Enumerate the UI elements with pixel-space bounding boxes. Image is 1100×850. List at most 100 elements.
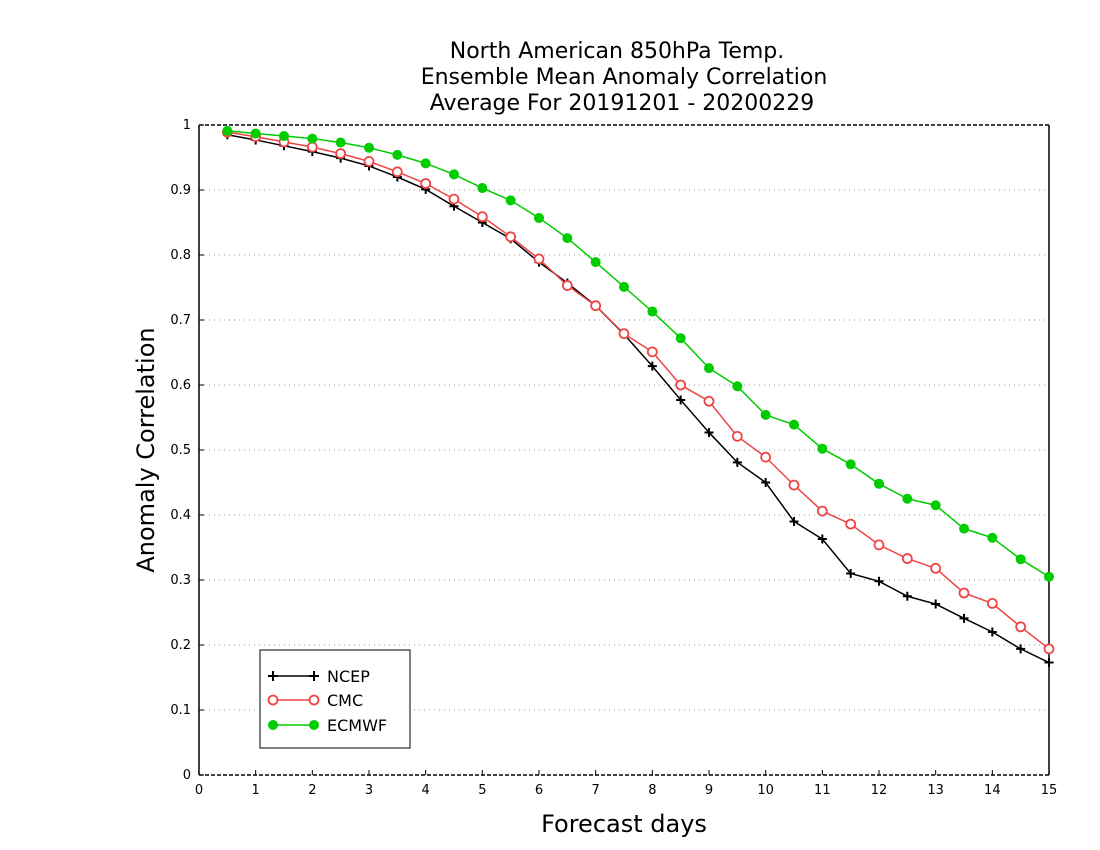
point-ecmwf-25 xyxy=(930,500,941,511)
legend-marker-cmc-2 xyxy=(308,694,320,706)
point-cmc-10 xyxy=(505,231,517,243)
axes: 00.10.20.30.40.50.60.70.80.910 1 2 3 4 5 6 7 8 9 1… xyxy=(170,118,1057,798)
point-cmc-5 xyxy=(363,155,375,167)
point-cmc-26 xyxy=(958,587,970,599)
point-cmc-19 xyxy=(760,451,772,463)
point-ecmwf-24 xyxy=(902,493,913,504)
y-tick-label-6: 0.6 xyxy=(170,378,191,393)
point-cmc-29 xyxy=(1043,643,1055,655)
point-ncep-27 xyxy=(987,627,997,637)
point-ecmwf-7 xyxy=(420,158,431,169)
y-tick-label-1: 0.1 xyxy=(170,703,191,718)
y-tick-label-0: 0 xyxy=(183,768,191,783)
point-ecmwf-12 xyxy=(562,233,573,244)
legend-marker-ecmwf-2 xyxy=(309,720,319,730)
x-tick-label-2: 2 xyxy=(308,783,316,798)
point-ecmwf-20 xyxy=(789,419,799,430)
point-ecmwf-26 xyxy=(959,523,969,534)
point-cmc-28 xyxy=(1015,621,1027,633)
grid-lines xyxy=(199,189,1049,711)
point-cmc-18 xyxy=(731,430,743,442)
x-axis-label: Forecast days xyxy=(541,810,707,838)
point-ecmwf-14 xyxy=(619,281,629,292)
x-tick-label-8: 8 xyxy=(648,783,656,798)
x-tick-label-12: 12 xyxy=(871,783,888,798)
point-ncep-15 xyxy=(647,361,657,371)
point-cmc-16 xyxy=(675,379,687,391)
point-ncep-23 xyxy=(874,576,884,586)
point-ncep-16 xyxy=(676,395,686,405)
point-cmc-25 xyxy=(930,562,942,574)
series-line-ecmwf xyxy=(227,130,1050,578)
point-ecmwf-1 xyxy=(250,128,261,139)
legend-label-ncep: NCEP xyxy=(327,667,370,686)
x-tick-label-1: 1 xyxy=(252,783,260,798)
point-ecmwf-3 xyxy=(307,133,318,144)
x-tick-label-0: 0 xyxy=(195,783,203,798)
y-tick-label-8: 0.8 xyxy=(170,248,191,263)
point-ncep-20 xyxy=(789,517,799,526)
point-cmc-3 xyxy=(306,141,318,153)
point-ecmwf-8 xyxy=(449,169,459,180)
point-ecmwf-5 xyxy=(364,142,374,153)
point-ecmwf-15 xyxy=(647,306,658,317)
legend-marker-cmc-1 xyxy=(267,694,279,706)
legend-label-cmc: CMC xyxy=(327,691,363,710)
legend-box xyxy=(259,649,411,749)
point-ecmwf-9 xyxy=(477,183,488,194)
point-cmc-7 xyxy=(420,178,432,189)
x-tick-label-4: 4 xyxy=(422,783,430,798)
point-ecmwf-16 xyxy=(675,333,686,344)
chart-title-line-1: North American 850hPa Temp. xyxy=(450,39,785,64)
point-ncep-28 xyxy=(1016,644,1026,654)
point-ecmwf-2 xyxy=(279,131,289,142)
point-ecmwf-18 xyxy=(732,381,743,392)
point-ncep-24 xyxy=(902,591,912,601)
series-group xyxy=(221,125,1055,668)
legend: NCEP CMC ECMWF xyxy=(259,649,411,749)
series-line-ncep xyxy=(227,134,1050,664)
point-cmc-12 xyxy=(561,280,573,291)
y-tick-label-3: 0.3 xyxy=(170,573,191,588)
x-tick-label-13: 13 xyxy=(927,783,944,798)
point-cmc-22 xyxy=(845,518,857,530)
y-tick-label-7: 0.7 xyxy=(170,313,191,328)
y-tick-label-4: 0.4 xyxy=(170,508,191,523)
point-cmc-14 xyxy=(618,328,630,340)
legend-item-ecmwf: ECMWF xyxy=(268,716,387,735)
x-tick-label-5: 5 xyxy=(478,783,486,798)
point-ecmwf-28 xyxy=(1015,554,1026,565)
y-axis-label: Anomaly Correlation xyxy=(132,327,160,572)
x-tick-label-6: 6 xyxy=(535,783,543,798)
x-tick-label-14: 14 xyxy=(984,783,1001,798)
x-tick-label-10: 10 xyxy=(757,783,774,798)
point-ncep-22 xyxy=(846,569,856,578)
point-cmc-11 xyxy=(533,253,545,265)
x-tick-label-3: 3 xyxy=(365,783,373,798)
y-tick-label-2: 0.2 xyxy=(170,638,191,653)
point-ecmwf-6 xyxy=(392,149,403,160)
point-ecmwf-0 xyxy=(222,125,233,136)
point-cmc-15 xyxy=(646,346,658,358)
y-tick-label-5: 0.5 xyxy=(170,443,191,458)
legend-marker-ecmwf-1 xyxy=(268,720,278,730)
point-ecmwf-22 xyxy=(845,459,856,470)
legend-label-ecmwf: ECMWF xyxy=(327,716,387,735)
point-cmc-8 xyxy=(448,193,460,205)
point-ncep-17 xyxy=(704,427,714,437)
y-tick-label-9: 0.9 xyxy=(170,183,191,198)
point-ncep-29 xyxy=(1044,658,1054,668)
point-ecmwf-27 xyxy=(987,532,998,543)
point-ecmwf-19 xyxy=(760,409,771,420)
point-cmc-21 xyxy=(816,505,828,517)
point-cmc-13 xyxy=(590,300,602,312)
y-tick-label-10: 1 xyxy=(183,118,191,133)
point-ecmwf-21 xyxy=(817,443,828,454)
point-cmc-9 xyxy=(476,211,488,223)
point-ecmwf-29 xyxy=(1044,571,1054,582)
point-ncep-25 xyxy=(931,599,941,609)
point-cmc-6 xyxy=(391,166,403,178)
legend-marker-ncep xyxy=(268,671,319,681)
point-cmc-24 xyxy=(901,553,913,564)
